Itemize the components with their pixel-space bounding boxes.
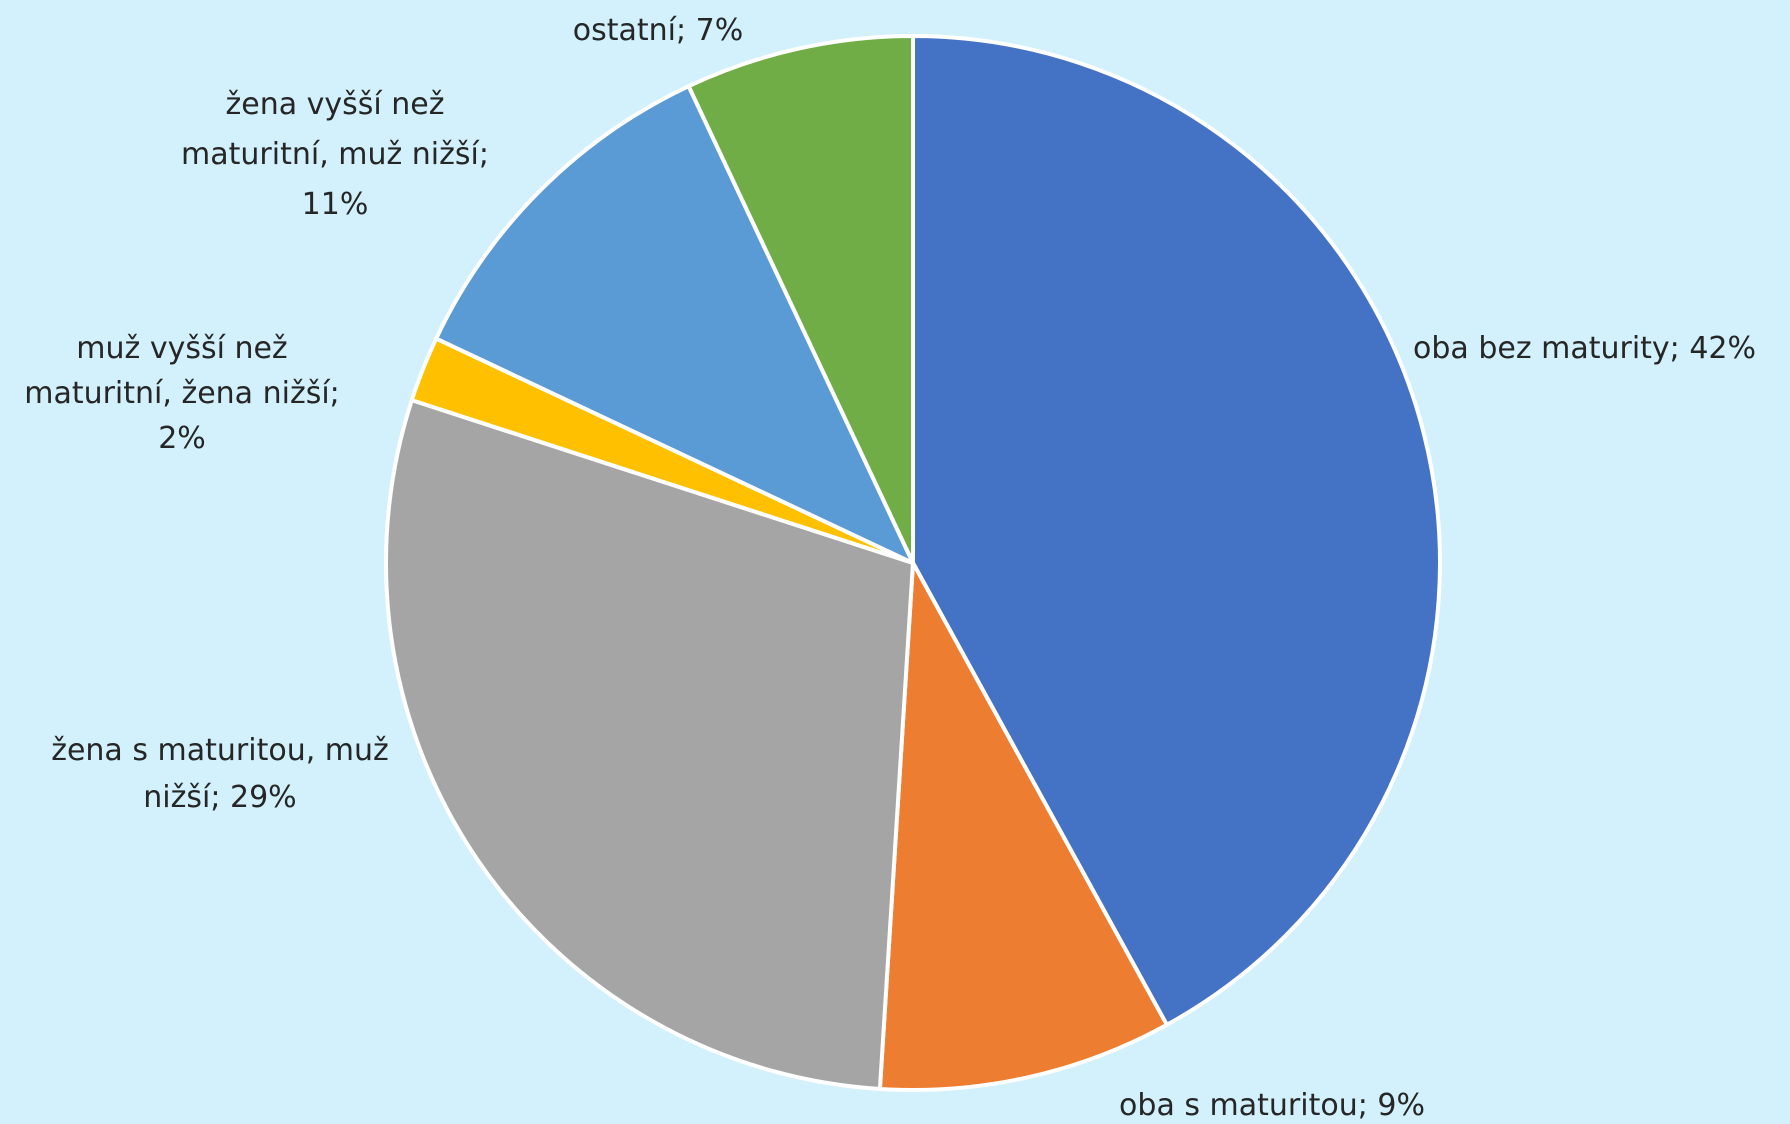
pie-slice-1: [911, 34, 1442, 1027]
data-labels: oba bez maturity; 42% oba s maturitou; 9%…: [24, 13, 1756, 1123]
pie-slice-2: [877, 561, 1169, 1092]
data-label-6: ostatní; 7%: [573, 13, 743, 48]
pie-slice-3: [384, 398, 915, 1091]
data-label-2: oba s maturitou; 9%: [1119, 1088, 1425, 1123]
data-label-3: žena s maturitou, muž nižší; 29%: [51, 733, 389, 815]
data-label-1: oba bez maturity; 42%: [1413, 331, 1756, 366]
pie-slice-5: [434, 84, 915, 565]
data-label-5: žena vyšší než maturitní, muž nižší; 11%: [181, 87, 489, 222]
pie-slice-6: [686, 34, 915, 565]
data-label-4: muž vyšší než maturitní, žena nižší; 2%: [24, 331, 340, 456]
pie-slices: [384, 34, 1442, 1092]
